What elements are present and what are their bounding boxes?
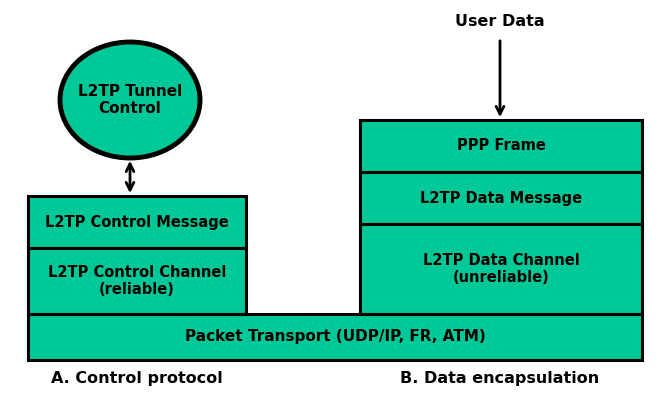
Bar [360,120,642,172]
Bar [28,248,246,314]
Text: L2TP Tunnel
Control: L2TP Tunnel Control [78,84,182,116]
Ellipse shape [60,42,200,158]
Text: B. Data encapsulation: B. Data encapsulation [400,371,599,385]
Text: PPP Frame: PPP Frame [456,139,545,154]
Text: L2TP Data Message: L2TP Data Message [420,190,582,206]
Text: User Data: User Data [455,15,545,29]
Bar [360,224,642,314]
Bar [28,314,642,360]
Text: L2TP Data Channel
(unreliable): L2TP Data Channel (unreliable) [423,253,579,285]
Text: L2TP Control Channel
(reliable): L2TP Control Channel (reliable) [47,265,226,297]
Bar [360,172,642,224]
Bar [28,196,246,248]
Text: A. Control protocol: A. Control protocol [51,371,223,385]
Text: L2TP Control Message: L2TP Control Message [45,215,229,230]
Text: Packet Transport (UDP/IP, FR, ATM): Packet Transport (UDP/IP, FR, ATM) [185,329,486,345]
